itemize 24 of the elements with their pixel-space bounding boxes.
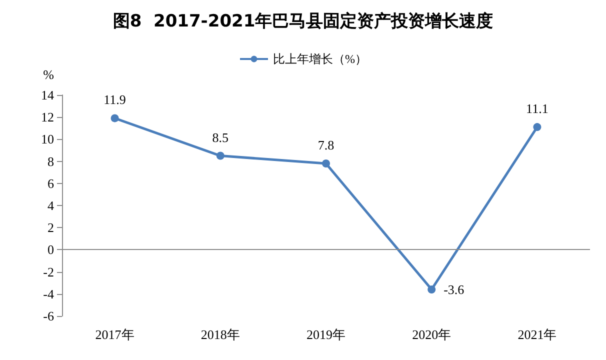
- data-label: 11.1: [526, 101, 548, 116]
- y-tick-label: -2: [43, 264, 54, 280]
- y-tick-label: 6: [48, 176, 54, 191]
- data-label: 7.8: [318, 138, 334, 153]
- y-tick-label: 12: [41, 110, 54, 125]
- y-tick-label: 8: [48, 154, 54, 169]
- y-tick-label: 4: [48, 198, 54, 213]
- y-tick-label: 0: [48, 242, 54, 258]
- chart-title: 图8 2017-2021年巴马县固定资产投资增长速度: [112, 12, 494, 32]
- x-tick-label: 2021年: [518, 327, 557, 342]
- x-tick-label: 2019年: [306, 327, 346, 342]
- y-axis-title: %: [43, 67, 54, 82]
- y-tick-label: 10: [41, 132, 54, 147]
- x-tick-label: 2017年: [95, 327, 134, 342]
- y-tick-label: -6: [43, 308, 54, 324]
- y-tick-label: 14: [41, 88, 54, 102]
- data-label: 8.5: [212, 130, 229, 145]
- x-tick-label: 2020年: [412, 327, 452, 342]
- legend-label: 比上年增长（%）: [273, 52, 367, 66]
- x-tick-label: 2018年: [200, 327, 240, 342]
- data-label: 11.9: [104, 92, 126, 108]
- y-tick-label: 2: [48, 220, 54, 236]
- data-label: -3.6: [444, 282, 465, 297]
- y-tick-label: -4: [43, 286, 54, 302]
